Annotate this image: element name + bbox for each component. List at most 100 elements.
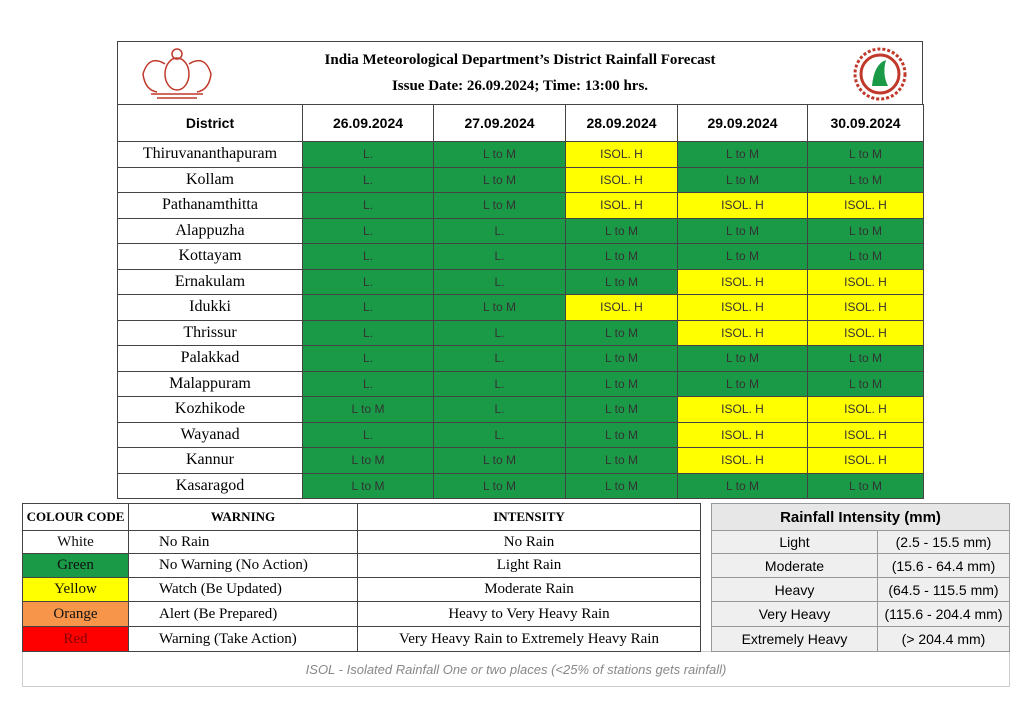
forecast-cell: L to M	[677, 166, 808, 193]
forecast-cell: L to M	[565, 396, 678, 423]
forecast-cell: ISOL. H	[677, 447, 808, 474]
intensity-range: (64.5 - 115.5 mm)	[877, 577, 1010, 602]
forecast-cell: L to M	[677, 243, 808, 270]
forecast-cell: L to M	[677, 217, 808, 244]
forecast-cell: L to M	[565, 472, 678, 499]
colour-code: Green	[22, 553, 129, 578]
imd-logo	[853, 47, 907, 101]
forecast-cell: L.	[433, 319, 566, 346]
footnote: ISOL - Isolated Rainfall One or two plac…	[305, 661, 727, 677]
forecast-cell: ISOL. H	[565, 192, 678, 219]
forecast-cell: L.	[302, 141, 434, 168]
intensity-range: (115.6 - 204.4 mm)	[877, 601, 1010, 627]
column-header: 27.09.2024	[433, 104, 566, 142]
warning: Warning (Take Action)	[128, 626, 358, 652]
forecast-cell: ISOL. H	[807, 319, 924, 346]
forecast-cell: L to M	[807, 166, 924, 193]
forecast-cell: L to M	[677, 345, 808, 372]
forecast-cell: L.	[433, 396, 566, 423]
district: Pathanamthitta	[117, 192, 303, 219]
forecast-cell: ISOL. H	[677, 396, 808, 423]
district: Wayanad	[117, 421, 303, 448]
forecast-cell: L.	[433, 345, 566, 372]
forecast-cell: ISOL. H	[677, 294, 808, 321]
district: Alappuzha	[117, 217, 303, 244]
district: Kasaragod	[117, 472, 303, 499]
issue-date: Issue Date: 26.09.2024; Time: 13:00 hrs.	[391, 77, 649, 94]
forecast-cell: L.	[433, 243, 566, 270]
forecast-cell: ISOL. H	[565, 166, 678, 193]
forecast-cell: L to M	[807, 345, 924, 372]
district: Palakkad	[117, 345, 303, 372]
forecast-cell: L to M	[565, 243, 678, 270]
district: Kozhikode	[117, 396, 303, 423]
footnote-cell: ISOL - Isolated Rainfall One or two plac…	[22, 651, 1010, 687]
forecast-cell: L to M	[807, 217, 924, 244]
forecast-cell: ISOL. H	[807, 421, 924, 448]
warning: No Rain	[128, 530, 358, 554]
intensity-range: (2.5 - 15.5 mm)	[877, 530, 1010, 554]
forecast-cell: L.	[302, 192, 434, 219]
forecast-cell: L to M	[807, 141, 924, 168]
district: Thrissur	[117, 319, 303, 346]
forecast-cell: L to M	[565, 217, 678, 244]
forecast-cell: L to M	[302, 472, 434, 499]
forecast-cell: ISOL. H	[807, 447, 924, 474]
forecast-cell: ISOL. H	[807, 294, 924, 321]
forecast-cell: L to M	[565, 447, 678, 474]
forecast-cell: L to M	[433, 447, 566, 474]
legend-header: INTENSITY	[357, 503, 701, 531]
forecast-cell: L to M	[433, 166, 566, 193]
colour-code: Red	[22, 626, 129, 652]
forecast-cell: L.	[302, 243, 434, 270]
title: India Meteorological Department’s Distri…	[324, 51, 716, 68]
forecast-cell: L to M	[433, 294, 566, 321]
intensity-category: Moderate	[711, 553, 878, 578]
warning: Alert (Be Prepared)	[128, 601, 358, 627]
forecast-cell: ISOL. H	[807, 396, 924, 423]
warning: No Warning (No Action)	[128, 553, 358, 578]
forecast-cell: L to M	[433, 141, 566, 168]
intensity: No Rain	[357, 530, 701, 554]
colour-code: White	[22, 530, 129, 554]
forecast-cell: L to M	[565, 345, 678, 372]
district: Malappuram	[117, 370, 303, 397]
forecast-cell: L.	[302, 217, 434, 244]
district: Kannur	[117, 447, 303, 474]
forecast-cell: L to M	[302, 396, 434, 423]
forecast-cell: L to M	[807, 472, 924, 499]
district: Kottayam	[117, 243, 303, 270]
column-header: District	[117, 104, 303, 142]
intensity-category: Light	[711, 530, 878, 554]
forecast-cell: ISOL. H	[677, 319, 808, 346]
forecast-cell: L to M	[433, 472, 566, 499]
forecast-cell: L.	[302, 421, 434, 448]
forecast-cell: L.	[433, 268, 566, 295]
warning: Watch (Be Updated)	[128, 577, 358, 602]
column-header: 28.09.2024	[565, 104, 678, 142]
forecast-cell: L to M	[565, 370, 678, 397]
intensity: Moderate Rain	[357, 577, 701, 602]
colour-code: Yellow	[22, 577, 129, 602]
intensity-title: Rainfall Intensity (mm)	[711, 503, 1010, 531]
forecast-cell: ISOL. H	[565, 294, 678, 321]
forecast-cell: L to M	[565, 421, 678, 448]
forecast-cell: ISOL. H	[807, 192, 924, 219]
intensity: Very Heavy Rain to Extremely Heavy Rain	[357, 626, 701, 652]
forecast-cell: L to M	[302, 447, 434, 474]
forecast-cell: L to M	[677, 472, 808, 499]
title-cell: India Meteorological Department’s Distri…	[117, 41, 923, 105]
district: Kollam	[117, 166, 303, 193]
emblem-logo	[142, 48, 212, 99]
district: Ernakulam	[117, 268, 303, 295]
intensity-range: (> 204.4 mm)	[877, 626, 1010, 652]
forecast-cell: L to M	[433, 192, 566, 219]
forecast-cell: ISOL. H	[565, 141, 678, 168]
intensity-category: Heavy	[711, 577, 878, 602]
legend-header: COLOUR CODE	[22, 503, 129, 531]
forecast-cell: L to M	[677, 370, 808, 397]
intensity-category: Very Heavy	[711, 601, 878, 627]
legend-header: WARNING	[128, 503, 358, 531]
intensity: Light Rain	[357, 553, 701, 578]
